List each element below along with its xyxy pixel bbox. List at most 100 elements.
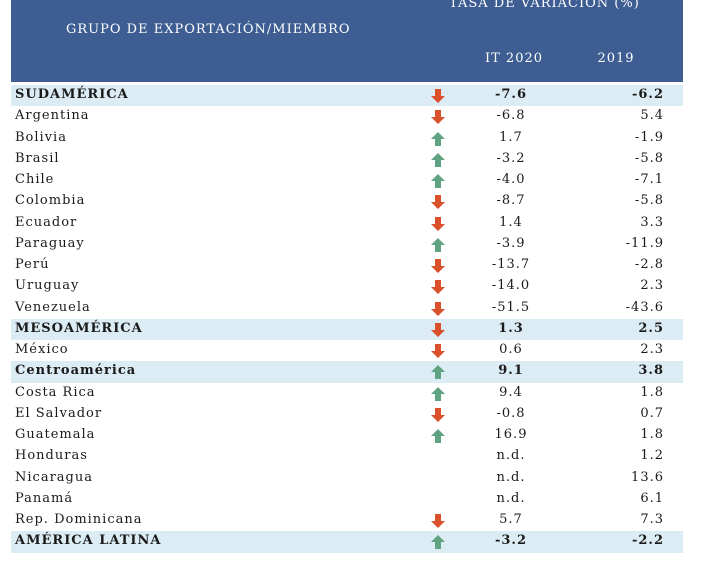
row-value-year2: 13.6 (631, 469, 664, 485)
row-value-year1: -3.2 (494, 533, 527, 549)
row-name: México (15, 342, 69, 357)
row-value-year2: -6.2 (631, 87, 664, 102)
row-value-year2: 1.8 (640, 384, 664, 400)
row-value-year2: -2.2 (631, 533, 664, 549)
table-row: Argentina -6.8 5.4 (11, 106, 683, 127)
table-row: Costa Rica 9.4 1.8 (11, 383, 683, 404)
row-value-year1: n.d. (496, 490, 526, 506)
row-value-year2: -2.8 (634, 257, 664, 272)
row-value-year2: 5.4 (640, 108, 664, 124)
table-row: Colombia -8.7 -5.8 (11, 191, 683, 212)
table-row: Paraguay -3.9 -11.9 (11, 234, 683, 255)
row-value-year2: -7.1 (634, 172, 664, 187)
group-row: Centroamérica 9.1 3.8 (11, 361, 683, 383)
row-name: Brasil (15, 150, 60, 166)
row-value-year1: 1.4 (499, 214, 523, 230)
row-value-year1: -4.0 (496, 172, 526, 187)
group-row: AMÉRICA LATINA -3.2 -2.2 (11, 531, 683, 553)
arrow-down-icon (431, 89, 445, 103)
row-value-year1: -3.9 (496, 235, 526, 251)
table-row: Nicaragua n.d. 13.6 (11, 468, 683, 489)
table-row: Venezuela -51.5 -43.6 (11, 298, 683, 319)
row-value-year2: 2.3 (640, 278, 664, 294)
row-value-year2: 2.5 (638, 320, 664, 336)
data-table: SUDAMÉRICA -7.6 -6.2 Argentina -6.8 5.4 Bolivi… (11, 85, 683, 553)
row-value-year1: 16.9 (494, 427, 528, 442)
table-row: Rep. Dominicana 5.7 7.3 (11, 510, 683, 531)
arrow-up-icon (431, 131, 445, 146)
arrow-up-icon (431, 237, 445, 252)
row-value-year1: -51.5 (491, 299, 531, 315)
table-row: El Salvador -0.8 0.7 (11, 404, 683, 425)
arrow-down-icon (431, 195, 445, 210)
row-value-year1: 5.7 (499, 512, 523, 527)
row-name: Honduras (15, 448, 88, 464)
table-row: Chile -4.0 -7.1 (11, 170, 683, 191)
row-name: Bolivia (15, 129, 67, 145)
arrow-down-icon (431, 301, 445, 316)
row-name: Perú (15, 257, 50, 272)
row-name: Centroamérica (15, 363, 137, 379)
table-row: Uruguay -14.0 2.3 (11, 276, 683, 297)
row-value-year2: -11.9 (625, 235, 664, 251)
row-value-year2: 3.3 (640, 214, 664, 230)
row-value-year1: -7.6 (494, 87, 527, 102)
arrow-up-icon (431, 174, 445, 188)
table-row: Honduras n.d. 1.2 (11, 446, 683, 467)
row-name: Venezuela (15, 299, 91, 315)
rate-column-header: TASA DE VARIACIÓN (%) (449, 0, 640, 11)
year1-column-header: IT 2020 (484, 51, 544, 66)
arrow-up-icon (431, 429, 445, 443)
year2-column-header: 2019 (597, 51, 635, 66)
table-header: GRUPO DE EXPORTACIÓN/MIEMBRO TASA DE VAR… (11, 0, 683, 82)
row-name: SUDAMÉRICA (15, 87, 129, 102)
row-name: Ecuador (15, 214, 78, 230)
row-name: Costa Rica (15, 384, 96, 400)
row-value-year1: -6.8 (496, 108, 526, 124)
row-value-year1: 9.4 (499, 384, 523, 400)
row-value-year2: 1.2 (640, 448, 664, 464)
row-value-year2: 2.3 (640, 342, 664, 357)
row-value-year1: -3.2 (496, 150, 526, 166)
row-name: Uruguay (15, 278, 80, 294)
row-value-year2: 0.7 (640, 405, 664, 421)
arrow-down-icon (431, 322, 445, 337)
row-value-year1: 1.7 (499, 129, 523, 145)
row-value-year1: -14.0 (491, 278, 531, 294)
row-value-year1: 0.6 (499, 342, 523, 357)
table-row: Guatemala 16.9 1.8 (11, 425, 683, 446)
row-value-year1: n.d. (496, 448, 526, 464)
arrow-up-icon (431, 365, 445, 380)
table-row: Brasil -3.2 -5.8 (11, 149, 683, 170)
arrow-down-icon (431, 110, 445, 125)
row-value-year1: n.d. (496, 469, 526, 485)
row-name: Guatemala (15, 427, 96, 442)
table-row: Perú -13.7 -2.8 (11, 255, 683, 276)
arrow-down-icon (431, 344, 445, 358)
table-row: Ecuador 1.4 3.3 (11, 213, 683, 234)
arrow-up-icon (431, 152, 445, 167)
row-value-year2: -43.6 (625, 299, 664, 315)
arrow-down-icon (431, 514, 445, 528)
table-row: México 0.6 2.3 (11, 340, 683, 361)
group-column-header: GRUPO DE EXPORTACIÓN/MIEMBRO (66, 22, 351, 37)
row-value-year1: 9.1 (498, 363, 524, 379)
table-row: Bolivia 1.7 -1.9 (11, 128, 683, 149)
row-value-year1: -8.7 (496, 193, 526, 209)
row-value-year2: -1.9 (634, 129, 664, 145)
row-name: Chile (15, 172, 55, 187)
row-value-year2: -5.8 (634, 193, 664, 209)
row-name: Nicaragua (15, 469, 93, 485)
group-row: SUDAMÉRICA -7.6 -6.2 (11, 85, 683, 107)
row-name: Paraguay (15, 235, 85, 251)
row-value-year2: 3.8 (638, 363, 664, 379)
group-row: MESOAMÉRICA 1.3 2.5 (11, 318, 683, 340)
arrow-up-icon (431, 386, 445, 401)
row-name: AMÉRICA LATINA (15, 533, 162, 549)
row-value-year1: 1.3 (498, 320, 524, 336)
row-name: Colombia (15, 193, 86, 209)
row-name: El Salvador (15, 405, 103, 421)
row-value-year2: -5.8 (634, 150, 664, 166)
row-value-year2: 7.3 (640, 512, 664, 527)
arrow-down-icon (431, 216, 445, 231)
